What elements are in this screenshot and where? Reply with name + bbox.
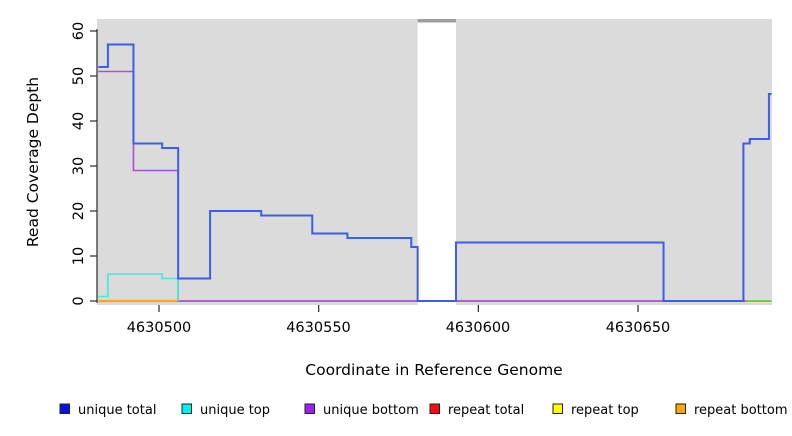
gap-region-band	[417, 19, 456, 305]
x-tick-labels: 4630500 4630550 4630600 4630650	[127, 320, 671, 336]
legend-label-repeat-top: repeat top	[571, 403, 639, 418]
legend-item-repeat-top: repeat top	[552, 403, 639, 418]
y-tick-label-20: 20	[71, 202, 87, 220]
legend-swatch-repeat-top	[552, 403, 563, 414]
legend-item-unique-bottom: unique bottom	[304, 403, 419, 418]
x-axis-title: Coordinate in Reference Genome	[305, 361, 562, 379]
x-tick-label-4630500: 4630500	[127, 320, 192, 336]
legend-label-unique-bottom: unique bottom	[323, 403, 419, 418]
x-tick-label-4630600: 4630600	[446, 320, 511, 336]
y-tick-label-30: 30	[71, 157, 87, 175]
legend: unique total unique top unique bottom re…	[59, 403, 788, 418]
legend-item-unique-top: unique top	[181, 403, 270, 418]
legend-label-unique-total: unique total	[78, 403, 156, 418]
legend-label-unique-top: unique top	[200, 403, 270, 418]
y-axis-title: Read Coverage Depth	[24, 77, 42, 247]
series-line-unique-total	[98, 43, 772, 302]
legend-item-repeat-total: repeat total	[429, 403, 524, 418]
legend-swatch-unique-total	[59, 403, 70, 414]
y-tick-label-50: 50	[71, 67, 87, 85]
y-tick-labels: 0 10 20 30 40 50 60	[71, 22, 87, 306]
y-tick-label-40: 40	[71, 112, 87, 130]
y-tick-label-60: 60	[71, 22, 87, 40]
x-axis-ticks	[158, 305, 639, 312]
y-axis-ticks	[90, 30, 97, 302]
legend-item-unique-total: unique total	[59, 403, 156, 418]
y-tick-label-0: 0	[71, 296, 87, 305]
legend-label-repeat-total: repeat total	[448, 403, 524, 418]
y-tick-label-10: 10	[71, 247, 87, 265]
series-layer	[98, 43, 772, 303]
legend-swatch-repeat-bottom	[675, 403, 686, 414]
gap-region-top-cap	[417, 19, 456, 23]
legend-item-repeat-bottom: repeat bottom	[675, 403, 788, 418]
x-tick-label-4630550: 4630550	[286, 320, 351, 336]
x-tick-label-4630650: 4630650	[606, 320, 671, 336]
legend-label-repeat-bottom: repeat bottom	[694, 403, 788, 418]
legend-swatch-unique-bottom	[304, 403, 315, 414]
legend-swatch-unique-top	[181, 403, 192, 414]
legend-swatch-repeat-total	[429, 403, 440, 414]
